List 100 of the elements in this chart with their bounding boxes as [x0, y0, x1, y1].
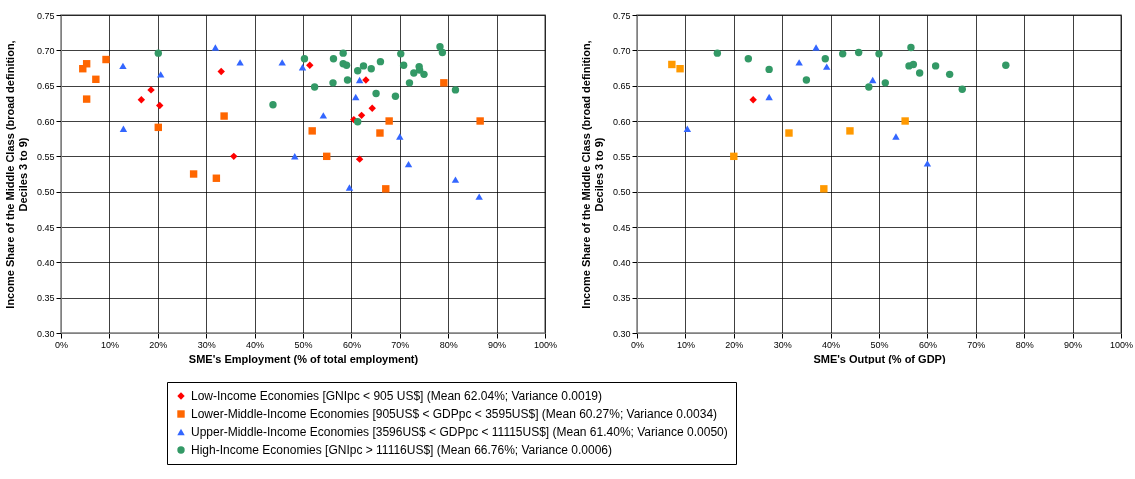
point: [157, 71, 165, 78]
legend-label: Upper-Middle-Income Economies [3596US$ < GDPpc < 11115US$] (Mean 61.40%; Variance 0.0050): [191, 425, 728, 439]
point: [838, 50, 847, 58]
y-tick-label: 0.75: [612, 10, 631, 21]
point: [765, 65, 773, 74]
point: [846, 127, 854, 135]
point: [475, 193, 483, 200]
point: [901, 117, 909, 125]
x-tick-label: 100%: [533, 339, 558, 350]
point: [306, 61, 314, 69]
x-tick-label: 0%: [54, 339, 69, 350]
point: [119, 62, 127, 70]
point: [765, 93, 773, 101]
point: [410, 69, 418, 77]
point: [668, 60, 676, 69]
x-tick-label: 20%: [725, 339, 744, 350]
point: [440, 79, 448, 87]
point: [802, 76, 811, 84]
x-tick-label: 10%: [100, 339, 119, 350]
point: [915, 69, 924, 77]
point: [310, 83, 319, 91]
point: [308, 127, 316, 135]
point: [865, 83, 873, 91]
x-tick-label: 10%: [676, 339, 695, 350]
legend-label: Lower-Middle-Income Economies [905US$ < GDPpc < 3595US$] (Mean 60.27%; Variance 0.0034): [191, 407, 718, 421]
point: [156, 101, 164, 110]
y-tick-label: 0.50: [36, 187, 55, 198]
legend-label: Low-Income Economies [GNIpc < 905 US$] (Mean 62.04%; Variance 0.0019): [191, 389, 602, 403]
y-tick-label: 0.35: [36, 293, 55, 304]
x-tick-label: 50%: [294, 339, 313, 350]
x-tick-label: 40%: [822, 339, 841, 350]
point: [353, 67, 362, 75]
point: [881, 79, 889, 87]
point: [476, 117, 484, 125]
y-tick-label: 0.50: [612, 187, 631, 198]
y-tick-label: 0.45: [36, 222, 55, 233]
point: [812, 44, 820, 51]
point: [821, 55, 829, 63]
point: [382, 185, 390, 193]
x-tick-label: 60%: [918, 339, 937, 350]
point: [339, 49, 347, 57]
point: [343, 76, 352, 84]
point: [291, 153, 299, 160]
y-tick-label: 0.40: [36, 257, 55, 268]
x-tick-label: 20%: [149, 339, 168, 350]
point: [404, 160, 413, 168]
point: [329, 79, 337, 87]
point: [405, 79, 414, 87]
point: [823, 63, 831, 70]
x-tick-label: 30%: [773, 339, 792, 350]
y-tick-label: 0.60: [612, 116, 631, 127]
point: [451, 176, 460, 183]
point: [345, 184, 354, 191]
point: [368, 104, 376, 112]
point: [82, 95, 91, 103]
x-tick-label: 90%: [488, 339, 507, 350]
y-tick-label: 0.65: [612, 81, 631, 92]
x-tick-label: 0%: [630, 339, 645, 350]
point: [217, 67, 225, 76]
x-tick-label: 100%: [1109, 339, 1134, 350]
y-tick-label: 0.55: [612, 151, 631, 162]
point: [220, 112, 228, 120]
point: [396, 133, 404, 140]
y-axis-title: Income Share of the Middle Class (broad definition, Deciles 3 to 9): [3, 40, 29, 309]
point: [352, 93, 360, 101]
y-tick-label: 0.30: [36, 328, 55, 339]
point: [319, 112, 328, 119]
point: [749, 96, 757, 104]
point: [909, 60, 918, 69]
point: [376, 129, 384, 137]
point: [298, 64, 307, 71]
point: [329, 55, 338, 63]
x-axis-title: SME's Output (% of GDP): [813, 352, 946, 365]
point: [376, 57, 385, 66]
point: [154, 49, 162, 57]
point: [137, 96, 146, 104]
point: [236, 59, 244, 66]
point: [391, 92, 400, 100]
x-tick-label: 60%: [342, 339, 361, 350]
point: [683, 125, 692, 132]
point: [119, 125, 128, 132]
point: [730, 152, 738, 161]
point: [907, 43, 915, 52]
point: [438, 48, 447, 57]
point: [367, 65, 375, 73]
point: [958, 85, 966, 93]
y-tick-label: 0.65: [36, 81, 55, 92]
point: [931, 62, 940, 70]
x-tick-label: 80%: [1015, 339, 1034, 350]
point: [397, 50, 405, 58]
x-tick-label: 80%: [439, 339, 458, 350]
point: [785, 129, 793, 137]
point: [355, 76, 364, 84]
x-tick-label: 30%: [197, 339, 216, 350]
y-tick-label: 0.55: [36, 151, 55, 162]
y-tick-label: 0.35: [612, 293, 631, 304]
point: [355, 155, 364, 163]
x-tick-label: 70%: [391, 339, 410, 350]
point: [359, 62, 368, 70]
point: [923, 160, 932, 167]
